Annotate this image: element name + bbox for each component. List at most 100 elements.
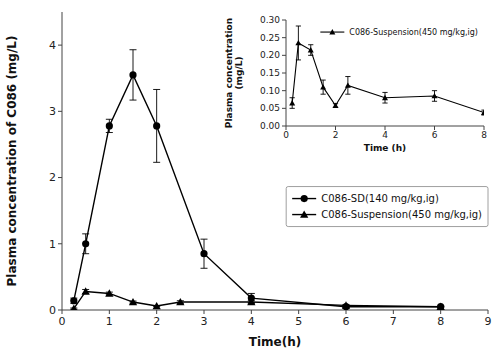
y-tick — [282, 73, 286, 74]
data-point — [308, 47, 314, 52]
x-axis-label: Time (h) — [364, 143, 406, 153]
x-tick — [204, 310, 205, 314]
data-point — [129, 298, 137, 305]
y-tick — [58, 310, 62, 311]
error-bar — [296, 26, 301, 60]
data-point — [70, 305, 78, 310]
x-axis-line — [62, 310, 488, 311]
y-tick — [282, 37, 286, 38]
data-point — [82, 240, 89, 247]
data-point — [432, 93, 438, 98]
x-tick — [251, 310, 252, 314]
data-point — [153, 302, 161, 309]
error-bar — [308, 45, 313, 56]
x-tick — [109, 310, 110, 314]
data-point — [481, 110, 484, 115]
error-bar — [130, 50, 137, 100]
legend: C086-SD(140 mg/kg,ig)C086-Suspension(450… — [286, 187, 488, 227]
data-point — [289, 100, 295, 105]
legend-label: C086-Suspension(450 mg/kg,ig) — [321, 209, 482, 220]
data-point — [333, 103, 339, 108]
x-axis-label: Time(h) — [249, 335, 301, 349]
inset-chart: 024680.000.050.100.150.200.250.30Time (h… — [220, 6, 496, 162]
x-tick — [346, 310, 347, 314]
y-tick — [58, 177, 62, 178]
error-bar — [382, 92, 387, 103]
x-tick — [298, 310, 299, 314]
data-point — [295, 40, 301, 45]
data-point — [382, 95, 388, 100]
data-point — [247, 298, 255, 305]
data-point — [176, 298, 184, 305]
data-point — [200, 250, 207, 257]
x-tick-label: 5 — [295, 315, 302, 328]
data-point — [437, 303, 445, 310]
y-tick-label: 4 — [49, 39, 56, 52]
x-tick-label: 8 — [481, 130, 487, 140]
x-tick-label: 6 — [432, 130, 438, 140]
y-axis-label-line: Plasma concentration of C086 (mg/L) — [5, 36, 19, 287]
y-tick-label: 3 — [49, 105, 56, 118]
y-axis-label: Plasma concentration of C086 (mg/L) — [5, 36, 19, 287]
inset-background — [220, 6, 496, 162]
x-tick — [156, 310, 157, 314]
x-tick-label: 0 — [59, 315, 66, 328]
error-bar — [70, 298, 77, 303]
y-axis-line — [62, 12, 63, 310]
y-tick — [58, 243, 62, 244]
x-tick-label: 7 — [390, 315, 397, 328]
x-tick-label: 4 — [248, 315, 255, 328]
x-tick — [488, 310, 489, 314]
x-tick-label: 4 — [382, 130, 388, 140]
y-tick-label: 1 — [49, 238, 56, 251]
data-point — [320, 84, 326, 89]
data-point — [82, 287, 90, 294]
legend-frame — [286, 187, 488, 227]
data-point — [345, 82, 351, 87]
data-point — [105, 289, 113, 296]
legend: C086-Suspension(450 mg/kg,ig) — [320, 28, 478, 37]
y-tick-label: 0.00 — [260, 121, 280, 131]
error-bar — [106, 119, 113, 132]
data-point — [129, 71, 136, 78]
y-axis-label-line: (mg/L) — [234, 56, 244, 89]
series — [70, 287, 445, 310]
x-tick-label: 8 — [437, 315, 444, 328]
y-tick — [58, 45, 62, 46]
y-tick — [282, 108, 286, 109]
y-tick-label: 0 — [49, 304, 56, 317]
x-tick-label: 3 — [201, 315, 208, 328]
y-tick-label: 2 — [49, 171, 56, 184]
series-line — [292, 43, 484, 113]
x-tick-label: 2 — [153, 315, 160, 328]
error-bar — [290, 98, 295, 109]
error-bar — [345, 77, 350, 95]
legend-marker — [300, 210, 308, 217]
data-point — [106, 122, 113, 129]
y-tick — [282, 55, 286, 56]
x-tick-label: 1 — [106, 315, 113, 328]
y-axis-label-line: Plasma concentration — [224, 18, 234, 128]
x-tick — [62, 310, 63, 314]
chart: 0 1 2 3 4 5 6 7 8 9 0 1 2 3 4 Time(h) Plasma concentrati… — [0, 0, 500, 357]
plot-area — [289, 26, 484, 115]
y-tick — [58, 111, 62, 112]
y-tick-label: 0.10 — [260, 86, 280, 96]
error-bar — [321, 80, 326, 94]
x-tick — [440, 310, 441, 314]
x-tick-label: 9 — [485, 315, 492, 328]
data-point — [70, 297, 77, 304]
data-point — [153, 122, 160, 129]
data-point — [437, 303, 444, 310]
legend-marker — [329, 29, 335, 34]
series — [289, 26, 484, 115]
error-bar — [481, 110, 484, 115]
error-bar — [153, 89, 160, 162]
x-tick-label: 6 — [343, 315, 350, 328]
y-tick-label: 0.30 — [260, 15, 280, 25]
error-bar — [201, 239, 208, 268]
x-tick — [393, 310, 394, 314]
y-tick-label: 0.05 — [260, 103, 280, 113]
y-axis-label: Plasma concentration(mg/L) — [224, 18, 244, 128]
x-tick-label: 0 — [283, 130, 289, 140]
